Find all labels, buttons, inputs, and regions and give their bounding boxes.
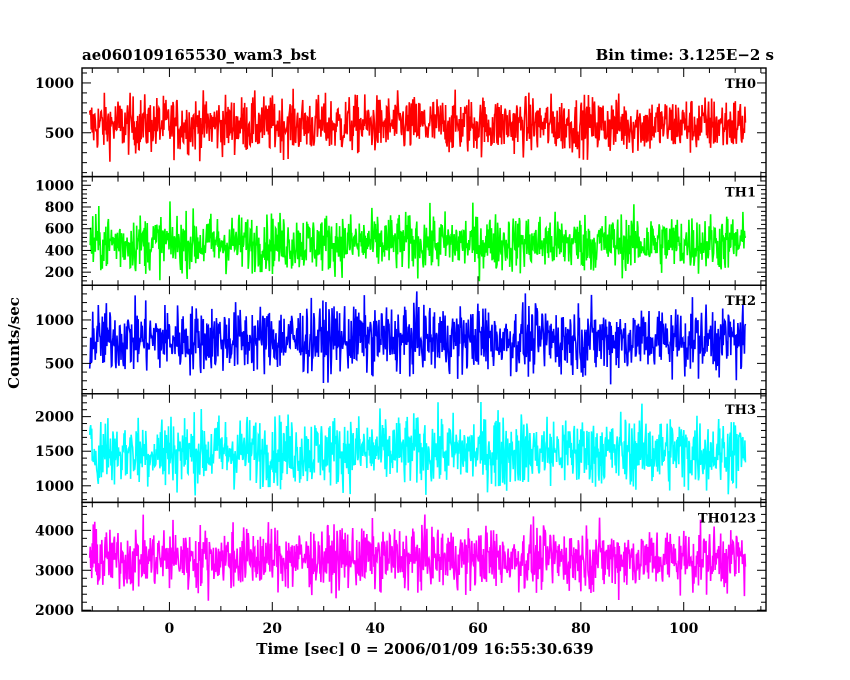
- panel-th0: 500 1000 TH0: [35, 67, 767, 178]
- series-line-th0: [88, 88, 747, 162]
- y-tick-label: 500: [45, 126, 74, 142]
- panel-frame: [81, 501, 767, 612]
- panel-th3: 1000 1500 2000 TH3: [35, 393, 767, 504]
- series-label-th1: TH1: [725, 186, 756, 201]
- y-tick-label: 1500: [35, 444, 74, 460]
- panels-group: 500 1000 TH0 200 400 600 800 1000 TH1 500 1000 TH2 1…: [35, 67, 767, 619]
- x-axis: 0 20 40 60 80 100: [165, 621, 699, 637]
- y-tick-label: 2000: [35, 603, 74, 619]
- y-tick-label: 1000: [35, 313, 74, 329]
- chart-title: ae060109165530_wam3_bst: [82, 46, 316, 64]
- y-tick-label: 400: [45, 243, 74, 259]
- y-tick-label: 3000: [35, 563, 74, 579]
- y-tick-label: 1000: [35, 479, 74, 495]
- x-axis-label: Time [sec] 0 = 2006/01/09 16:55:30.639: [256, 640, 593, 658]
- y-axis-label: Counts/sec: [5, 297, 23, 389]
- y-tick-label: 1000: [35, 178, 74, 194]
- x-tick-label: 80: [571, 621, 591, 637]
- y-tick-label: 2000: [35, 410, 74, 426]
- x-tick-label: 20: [263, 621, 283, 637]
- panel-th0123: 2000 3000 4000 TH0123: [35, 501, 767, 619]
- series-label-th0: TH0: [725, 77, 756, 92]
- y-tick-label: 500: [45, 356, 74, 372]
- y-tick-label: 600: [45, 222, 74, 238]
- series-label-th0123: TH0123: [698, 511, 756, 526]
- y-tick-label: 200: [45, 265, 74, 281]
- series-line-th3: [88, 402, 747, 496]
- panel-th1: 200 400 600 800 1000 TH1: [35, 175, 767, 286]
- panel-th2: 500 1000 TH2: [35, 284, 767, 395]
- series-label-th2: TH2: [725, 294, 756, 309]
- series-line-th0123: [88, 514, 747, 601]
- series-line-th2: [88, 291, 747, 385]
- y-tick-label: 800: [45, 200, 74, 216]
- x-tick-label: 0: [165, 621, 175, 637]
- bin-time-label: Bin time: 3.125E−2 s: [596, 46, 774, 64]
- x-tick-label: 60: [468, 621, 488, 637]
- series-line-th1: [89, 201, 747, 282]
- y-tick-label: 1000: [35, 76, 74, 92]
- x-tick-label: 40: [365, 621, 385, 637]
- series-label-th3: TH3: [725, 403, 756, 418]
- y-tick-label: 4000: [35, 523, 74, 539]
- x-tick-label: 100: [669, 621, 698, 637]
